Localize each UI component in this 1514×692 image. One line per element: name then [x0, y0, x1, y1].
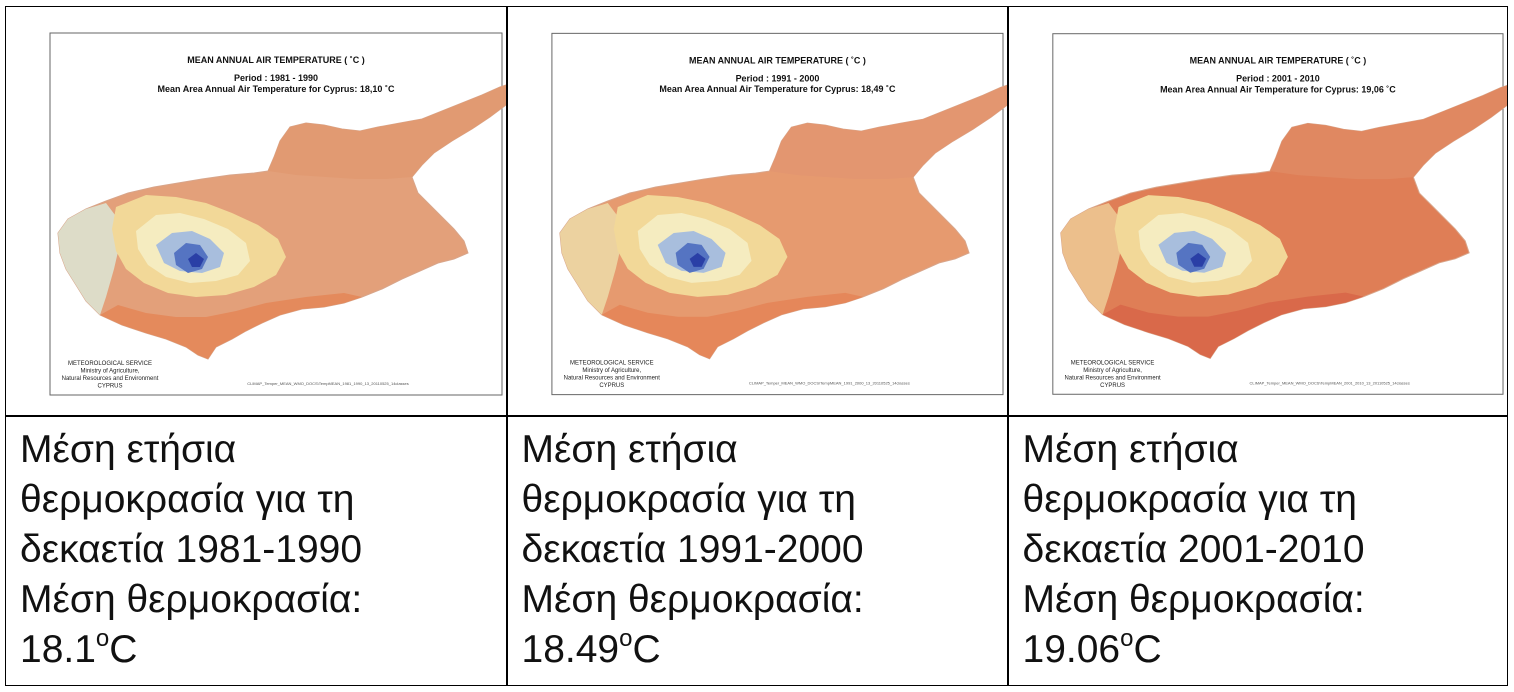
map-title: MEAN ANNUAL AIR TEMPERATURE ( ˚C ): [187, 55, 365, 65]
unit-c: C: [1133, 628, 1162, 671]
north-range: [1269, 85, 1507, 180]
map-cell-1981-1990: MEAN ANNUAL AIR TEMPERATURE ( ˚C ) Period…: [6, 7, 507, 415]
file-reference: CLIMAP_Temper_MEAN_WMO_DOCS\TempMEAN_198…: [247, 381, 409, 386]
comparison-table: MEAN ANNUAL AIR TEMPERATURE ( ˚C ) Period…: [5, 6, 1508, 686]
agency-line: METEOROLOGICAL SERVICE: [68, 361, 152, 367]
west-coast: [58, 203, 120, 315]
caption-cell-1991-2000: Μέση ετήσια θερμοκρασία για τη δεκαετία …: [508, 417, 1007, 685]
troodos-peak: [689, 252, 706, 267]
caption-text: Μέση ετήσια θερμοκρασία για τη δεκαετία …: [1023, 425, 1503, 675]
agency-line: Ministry of Agriculture,: [582, 368, 641, 374]
troodos-peak: [1189, 252, 1206, 267]
caption-line-4: Μέση θερμοκρασία:: [521, 578, 864, 621]
caption-line-3: δεκαετία 2001-2010: [1022, 528, 1365, 571]
map-mean: Mean Area Annual Air Temperature for Cyp…: [659, 84, 896, 94]
column-divider: [1007, 7, 1009, 685]
west-coast: [559, 203, 622, 315]
map-title: MEAN ANNUAL AIR TEMPERATURE ( ˚C ): [1189, 56, 1366, 66]
map-cell-2001-2010: MEAN ANNUAL AIR TEMPERATURE ( ˚C ) Period…: [1009, 7, 1507, 415]
map-period: Period : 1981 - 1990: [234, 73, 318, 83]
north-range: [768, 85, 1007, 180]
caption-line-1: Μέση ετήσια: [1022, 428, 1239, 471]
caption-mean-value: 18.49oC: [522, 625, 1003, 675]
agency-line: Natural Resources and Environment: [62, 376, 159, 382]
caption-line-1: Μέση ετήσια: [521, 428, 738, 471]
mean-temperature: 19.06: [1022, 628, 1121, 671]
caption-line-2: θερμοκρασία για τη: [20, 478, 355, 521]
caption-line-3: δεκαετία 1991-2000: [521, 528, 864, 571]
mean-temperature: 18.49: [521, 628, 620, 671]
agency-line: Natural Resources and Environment: [1064, 375, 1161, 381]
caption-text: Μέση ετήσια θερμοκρασία για τη δεκαετία …: [20, 425, 502, 675]
degree-mark: o: [619, 625, 633, 652]
agency-line: Natural Resources and Environment: [563, 376, 660, 382]
caption-cell-1981-1990: Μέση ετήσια θερμοκρασία για τη δεκαετία …: [6, 417, 506, 685]
map-title: MEAN ANNUAL AIR TEMPERATURE ( ˚C ): [689, 55, 866, 65]
unit-c: C: [109, 628, 138, 671]
west-coast: [1060, 203, 1123, 315]
north-range: [268, 85, 506, 179]
caption-mean-value: 18.1oC: [20, 625, 502, 675]
row-divider: [6, 415, 1507, 417]
caption-cell-2001-2010: Μέση ετήσια θερμοκρασία για τη δεκαετία …: [1009, 417, 1507, 685]
south-coast: [601, 292, 863, 359]
caption-line-1: Μέση ετήσια: [20, 428, 237, 471]
degree-mark: o: [1120, 625, 1134, 652]
file-reference: CLIMAP_Temper_MEAN_WMO_DOCS\TempMEAN_200…: [1249, 380, 1409, 385]
caption-line-2: θερμοκρασία για τη: [1022, 478, 1357, 521]
agency-line: CYPRUS: [97, 384, 122, 390]
map-mean: Mean Area Annual Air Temperature for Cyp…: [158, 84, 395, 94]
south-coast: [1102, 292, 1364, 359]
map-mean: Mean Area Annual Air Temperature for Cyp…: [1160, 84, 1396, 94]
south-coast: [100, 293, 362, 359]
column-divider: [506, 7, 508, 685]
degree-mark: o: [95, 625, 110, 652]
unit-c: C: [632, 628, 661, 671]
agency-line: Ministry of Agriculture,: [1083, 368, 1142, 374]
map-period: Period : 1991 - 2000: [735, 73, 819, 83]
agency-line: METEOROLOGICAL SERVICE: [569, 361, 653, 367]
caption-line-4: Μέση θερμοκρασία:: [1022, 578, 1365, 621]
caption-text: Μέση ετήσια θερμοκρασία για τη δεκαετία …: [522, 425, 1003, 675]
agency-line: CYPRUS: [599, 383, 624, 389]
mean-temperature: 18.1: [20, 628, 96, 671]
agency-line: CYPRUS: [1100, 383, 1125, 389]
map-cell-1991-2000: MEAN ANNUAL AIR TEMPERATURE ( ˚C ) Period…: [508, 7, 1007, 415]
caption-line-4: Μέση θερμοκρασία:: [20, 578, 363, 621]
temperature-map-1991-2000: MEAN ANNUAL AIR TEMPERATURE ( ˚C ) Period…: [550, 32, 1007, 396]
temperature-map-2001-2010: MEAN ANNUAL AIR TEMPERATURE ( ˚C ) Period…: [1051, 33, 1507, 395]
caption-line-2: θερμοκρασία για τη: [521, 478, 856, 521]
map-period: Period : 2001 - 2010: [1236, 74, 1320, 84]
caption-line-3: δεκαετία 1981-1990: [20, 528, 363, 571]
agency-line: METEOROLOGICAL SERVICE: [1070, 360, 1154, 366]
caption-mean-value: 19.06oC: [1023, 625, 1503, 675]
troodos-peak: [188, 253, 204, 267]
agency-line: Ministry of Agriculture,: [80, 369, 139, 375]
file-reference: CLIMAP_Temper_MEAN_WMO_DOCS\TempMEAN_199…: [748, 381, 909, 386]
temperature-map-1981-1990: MEAN ANNUAL AIR TEMPERATURE ( ˚C ) Period…: [49, 32, 507, 396]
